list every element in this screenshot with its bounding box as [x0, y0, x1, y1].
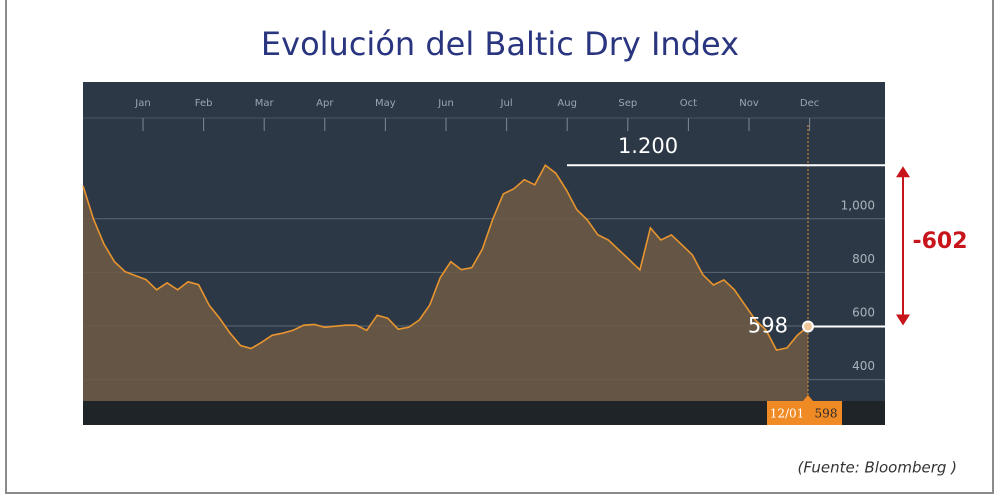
change-label: -602: [912, 229, 967, 254]
x-tick-label: May: [375, 98, 396, 109]
line: [82, 163, 809, 352]
cursor-pointer: [803, 395, 813, 401]
y-tick-label: 400: [852, 359, 875, 373]
y-tick-label: 800: [852, 252, 875, 266]
x-tick-label: Jun: [437, 98, 454, 109]
y-tick-label: 1,000: [841, 198, 875, 212]
x-tick-label: Dec: [800, 98, 819, 109]
x-tick-label: Sep: [618, 98, 637, 109]
x-tick-label: Feb: [195, 98, 213, 109]
cursor-value: 598: [815, 407, 838, 421]
cursor-box: [767, 401, 842, 425]
current-point: [802, 320, 814, 333]
x-tick-label: Oct: [680, 98, 697, 109]
chart-title: Evolución del Baltic Dry Index: [261, 25, 739, 63]
x-tick-label: Jul: [500, 98, 513, 109]
cursor-date: 12/01: [770, 407, 805, 421]
source: (Fuente: Bloomberg ): [797, 459, 957, 477]
x-tick-label: Nov: [739, 98, 759, 109]
x-tick-label: Apr: [316, 98, 334, 109]
arrow-head: [896, 166, 910, 178]
y-tick-label: 600: [852, 305, 875, 319]
area-fill: [83, 165, 808, 401]
time-bar: [83, 401, 885, 425]
x-tick-label: Mar: [255, 98, 275, 109]
x-tick-label: Jan: [134, 98, 150, 109]
x-tick-label: Aug: [557, 98, 577, 109]
arrow-head: [896, 314, 910, 326]
peak-label: 1.200: [618, 134, 678, 158]
current-label: 598: [748, 314, 788, 338]
